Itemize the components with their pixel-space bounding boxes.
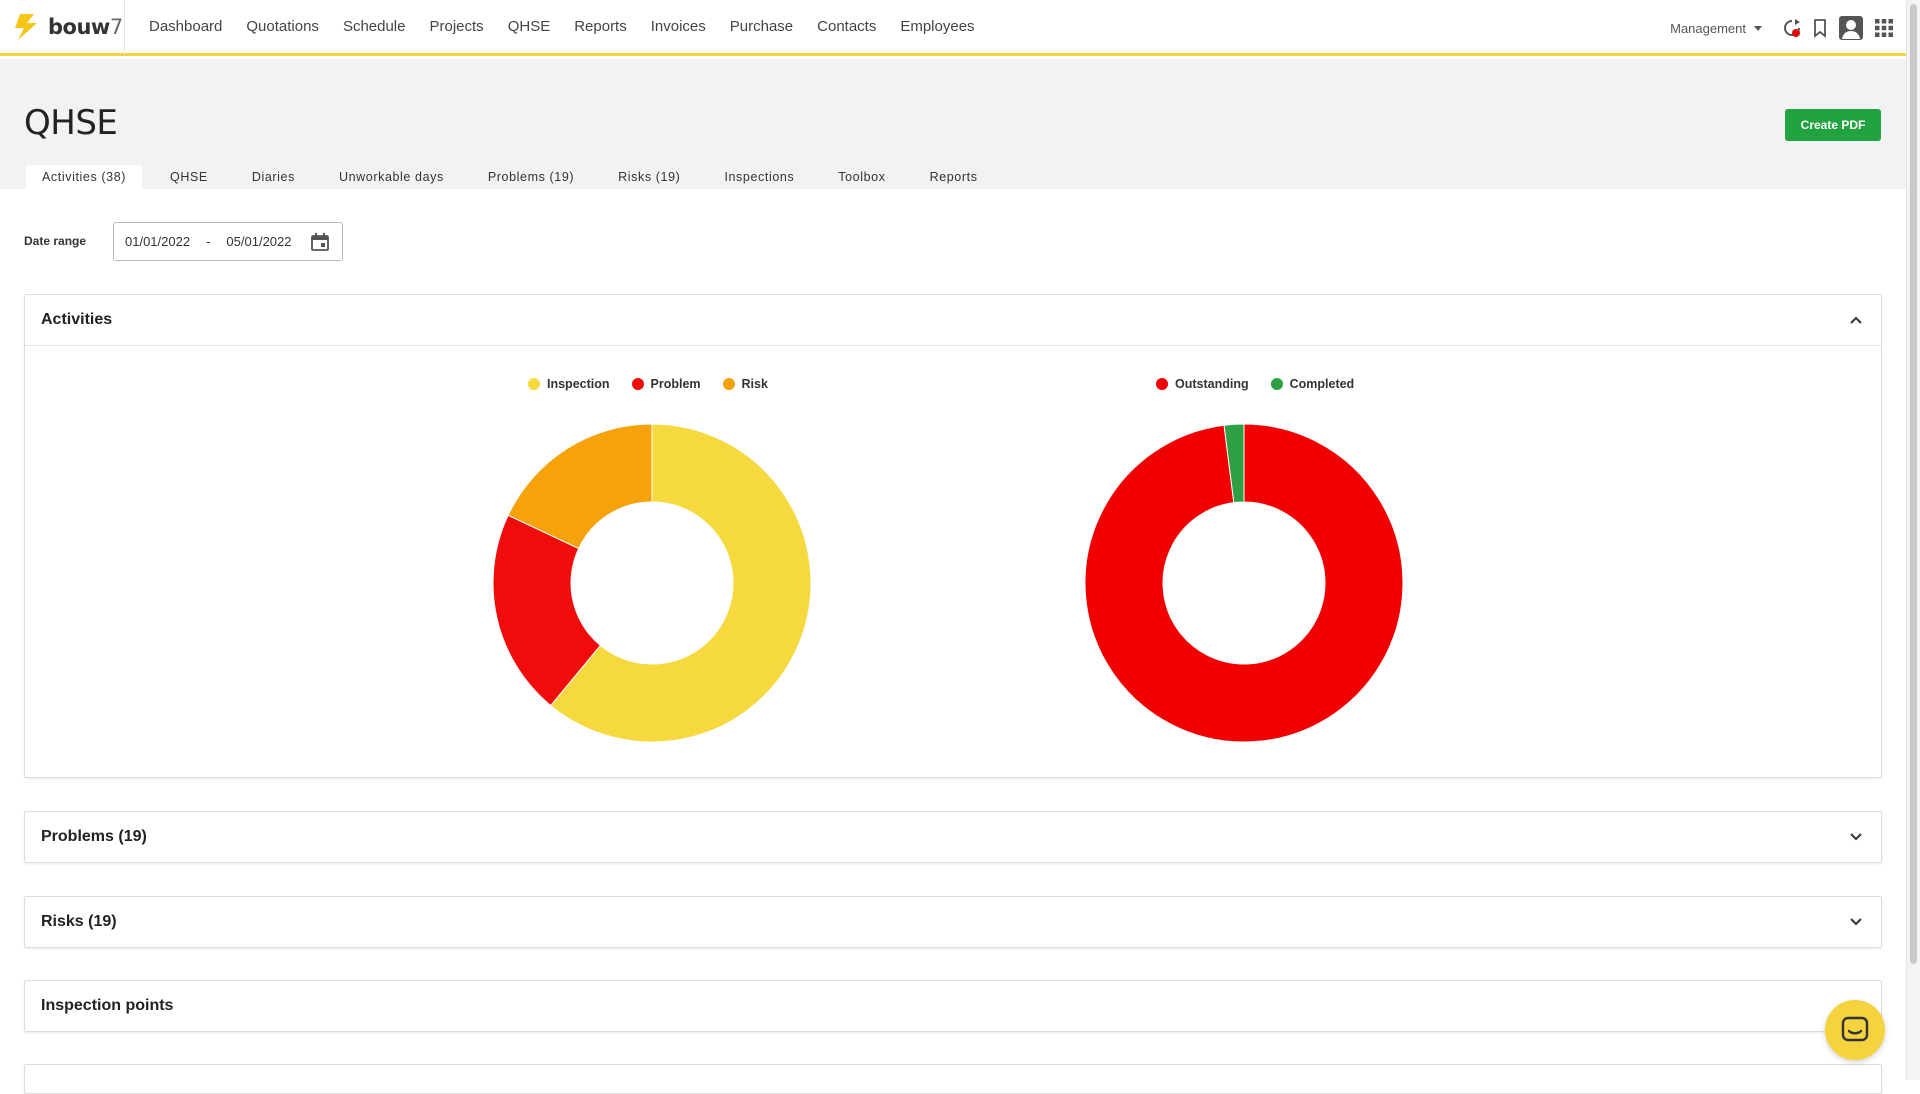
scrollbar-thumb[interactable] (1910, 4, 1917, 964)
date-range-label: Date range (24, 234, 87, 248)
top-navigation: bouw7 Dashboard Quotations Schedule Proj… (0, 0, 1906, 56)
calendar-icon[interactable] (310, 232, 330, 255)
status-slice-completed[interactable] (1223, 423, 1245, 504)
date-from[interactable]: 01/01/2022 (125, 234, 191, 249)
lightning-bolt-icon (15, 13, 37, 40)
role-dropdown[interactable]: Management (1670, 21, 1762, 36)
sync-notification-icon[interactable] (1782, 18, 1802, 38)
tab-unworkable-days[interactable]: Unworkable days (338, 170, 444, 184)
role-label: Management (1670, 20, 1746, 36)
activities-charts: Inspection Problem Risk Outstanding Comp… (25, 345, 1881, 778)
legend-swatch-inspection (528, 378, 540, 390)
legend-item[interactable]: Outstanding (1156, 377, 1249, 391)
tab-diaries[interactable]: Diaries (251, 170, 295, 184)
nav-dashboard[interactable]: Dashboard (149, 18, 223, 35)
activity-type-donut-chart (492, 423, 812, 743)
section-tabs: Activities (38) QHSE Diaries Unworkable … (26, 165, 1006, 189)
tab-qhse[interactable]: QHSE (170, 170, 208, 184)
risks-panel-title: Risks (19) (41, 913, 117, 930)
legend-item[interactable]: Problem (631, 377, 701, 391)
legend-label: Completed (1289, 377, 1355, 391)
problems-panel: Problems (19) (24, 811, 1882, 863)
nav-purchase[interactable]: Purchase (729, 18, 794, 35)
date-range-picker[interactable]: 01/01/2022 - 05/01/2022 (113, 222, 343, 261)
inspection-points-panel: Inspection points (24, 980, 1882, 1032)
nav-contacts[interactable]: Contacts (817, 18, 877, 35)
tab-inspections[interactable]: Inspections (724, 170, 795, 184)
legend-label: Outstanding (1175, 377, 1249, 391)
page-header: QHSE Create PDF Activities (38) QHSE Dia… (0, 59, 1906, 189)
status-slice-outstanding[interactable] (1084, 423, 1404, 743)
problems-panel-title: Problems (19) (41, 828, 147, 845)
chat-launcher-button[interactable] (1825, 1000, 1885, 1060)
legend-swatch-risk (722, 378, 735, 390)
date-to[interactable]: 05/01/2022 (226, 234, 292, 249)
tab-activities[interactable]: Activities (38) (26, 165, 143, 189)
activities-panel-header[interactable]: Activities (25, 295, 1881, 345)
next-panel (24, 1064, 1882, 1094)
tab-risks[interactable]: Risks (19) (618, 170, 681, 184)
tab-problems[interactable]: Problems (19) (487, 170, 575, 184)
status-legend: Outstanding Completed (1156, 377, 1376, 391)
legend-swatch-problem (631, 378, 644, 390)
tab-reports[interactable]: Reports (929, 170, 978, 184)
risks-panel: Risks (19) (24, 896, 1882, 948)
legend-swatch-outstanding (1156, 378, 1168, 390)
inspection-points-panel-header[interactable]: Inspection points (25, 981, 1881, 1031)
risks-panel-header[interactable]: Risks (19) (25, 897, 1881, 947)
create-pdf-button[interactable]: Create PDF (1785, 109, 1881, 141)
main-menu: Dashboard Quotations Schedule Projects Q… (149, 18, 999, 35)
legend-item[interactable]: Inspection (528, 377, 610, 391)
caret-down-icon (1754, 25, 1762, 31)
chat-icon (1841, 1016, 1869, 1042)
problems-panel-header[interactable]: Problems (19) (25, 812, 1881, 862)
bookmark-icon[interactable] (1812, 18, 1828, 38)
brand-name: bouw7 (48, 14, 123, 39)
nav-projects[interactable]: Projects (429, 18, 484, 35)
legend-label: Problem (650, 377, 701, 391)
activity-type-slice-inspection[interactable] (549, 423, 812, 743)
legend-label: Inspection (547, 377, 610, 391)
activities-panel: Activities Inspection Problem Risk Outst… (24, 294, 1882, 778)
date-separator: - (206, 234, 211, 249)
nav-schedule[interactable]: Schedule (342, 18, 406, 35)
legend-item[interactable]: Completed (1270, 377, 1355, 391)
nav-reports[interactable]: Reports (574, 18, 627, 35)
tab-toolbox[interactable]: Toolbox (838, 170, 886, 184)
chevron-down-icon[interactable] (1849, 830, 1863, 844)
page-scrollbar[interactable] (1906, 0, 1920, 1080)
activity-type-slice-problem[interactable] (492, 514, 602, 707)
nav-invoices[interactable]: Invoices (650, 18, 706, 35)
chevron-down-icon[interactable] (1849, 915, 1863, 929)
inspection-points-panel-title: Inspection points (41, 997, 174, 1014)
nav-qhse[interactable]: QHSE (507, 18, 551, 35)
activity-type-slice-risk[interactable] (507, 423, 653, 550)
legend-item[interactable]: Risk (722, 377, 768, 391)
legend-label: Risk (741, 377, 768, 391)
nav-quotations[interactable]: Quotations (246, 18, 319, 35)
status-donut-chart (1084, 423, 1404, 743)
user-avatar-icon[interactable] (1838, 15, 1864, 41)
nav-employees[interactable]: Employees (900, 18, 975, 35)
activity-type-legend: Inspection Problem Risk (528, 377, 790, 391)
activities-panel-title: Activities (41, 311, 113, 328)
legend-swatch-completed (1270, 378, 1283, 390)
brand-logo[interactable]: bouw7 (0, 0, 125, 55)
apps-grid-icon[interactable] (1874, 18, 1894, 38)
chevron-up-icon[interactable] (1849, 313, 1863, 327)
header-tools: Management (1670, 0, 1894, 56)
page-title: QHSE (24, 103, 118, 143)
